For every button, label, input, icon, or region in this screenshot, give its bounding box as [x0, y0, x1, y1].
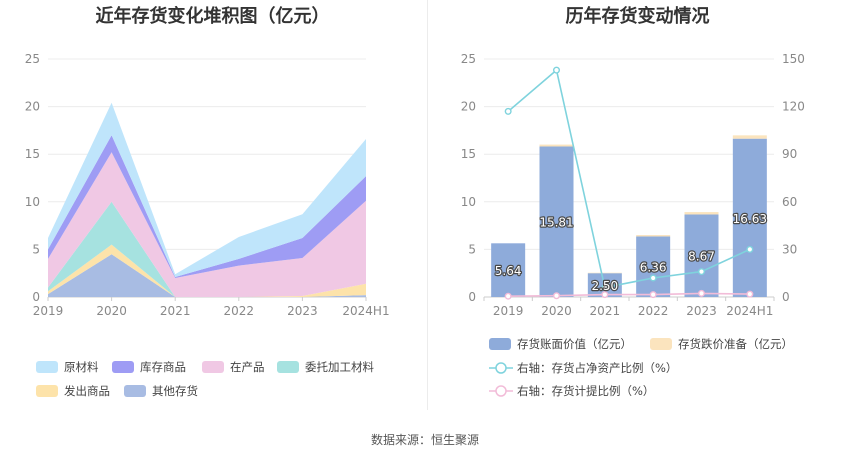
y-tick-label: 5 [32, 242, 40, 256]
legend-label: 库存商品 [140, 360, 186, 374]
line-point [601, 283, 609, 291]
bar-data-label: 6.36 [640, 261, 667, 275]
legend-label: 原材料 [64, 360, 99, 374]
y-tick-label: 25 [25, 52, 40, 66]
bar-data-label: 5.64 [495, 264, 522, 278]
legend-label: 其他存货 [152, 384, 198, 398]
legend-swatch [277, 361, 299, 373]
legend-swatch [650, 338, 672, 350]
area-series-库存商品 [48, 135, 366, 278]
y-tick-label: 20 [25, 100, 40, 114]
legend-line-icon [489, 362, 513, 374]
x-tick-label: 2020 [96, 304, 127, 318]
left-chart-title: 近年存货变化堆积图（亿元） [95, 6, 330, 27]
line-point [698, 289, 706, 297]
area-series-在产品 [48, 152, 366, 297]
x-tick-label: 2023 [287, 304, 318, 318]
y-tick-label: 15 [461, 147, 476, 161]
line-series-provision-ratio [508, 292, 750, 297]
line-point [698, 268, 706, 276]
area-series-其他存货 [48, 254, 366, 297]
x-tick-label: 2020 [541, 304, 572, 318]
x-tick-label: 2024H1 [342, 304, 389, 318]
bar-data-label: 16.63 [733, 212, 767, 226]
y2-tick-label: 30 [782, 242, 797, 256]
y-tick-label: 15 [25, 147, 40, 161]
line-point [504, 292, 512, 300]
line-point [553, 66, 561, 74]
legend-swatch [124, 385, 146, 397]
y-tick-label: 0 [468, 290, 476, 304]
y-tick-label: 20 [461, 100, 476, 114]
right-chart-title: 历年存货变动情况 [565, 6, 710, 27]
line-point [649, 291, 657, 299]
y2-tick-label: 0 [782, 290, 790, 304]
y2-tick-label: 90 [782, 147, 797, 161]
x-tick-label: 2023 [686, 304, 717, 318]
bar-data-label: 2.50 [591, 279, 618, 293]
x-tick-label: 2021 [160, 304, 191, 318]
legend-label: 委托加工材料 [305, 360, 374, 374]
area-series-原材料 [48, 102, 366, 277]
legend-label: 右轴：存货计提比例（%） [517, 384, 655, 398]
data-source-note: 数据来源：恒生聚源 [370, 433, 479, 447]
x-tick-label: 2019 [493, 304, 524, 318]
line-point [746, 245, 754, 253]
bar-book-value-2019 [491, 243, 526, 297]
legend-swatch [202, 361, 224, 373]
area-series-发出商品 [48, 244, 366, 297]
x-tick-label: 2021 [590, 304, 621, 318]
legend-line-icon [489, 385, 513, 397]
y-tick-label: 10 [461, 195, 476, 209]
legend-swatch [36, 361, 58, 373]
panel-divider [427, 0, 428, 410]
bar-data-label: 8.67 [688, 250, 715, 264]
line-point [553, 292, 561, 300]
line-point [601, 291, 609, 299]
legend-label: 在产品 [230, 360, 265, 374]
legend-label: 发出商品 [64, 384, 110, 398]
legend-swatch [36, 385, 58, 397]
legend-swatch [112, 361, 134, 373]
x-tick-label: 2022 [638, 304, 669, 318]
legend-swatch [489, 338, 511, 350]
bar-book-value-2022 [636, 236, 671, 297]
bar-book-value-2023 [684, 214, 719, 297]
y2-tick-label: 150 [782, 52, 805, 66]
y2-tick-label: 120 [782, 100, 805, 114]
y-tick-label: 10 [25, 195, 40, 209]
line-point [746, 290, 754, 298]
x-tick-label: 2022 [224, 304, 255, 318]
bar-reserve-2024H1 [732, 135, 767, 139]
line-series-inventory-ratio [507, 68, 751, 289]
y-tick-label: 25 [461, 52, 476, 66]
line-point [504, 107, 512, 115]
y2-tick-label: 60 [782, 195, 797, 209]
bar-reserve-2023 [684, 212, 719, 215]
legend-label: 存货跌价准备（亿元） [678, 337, 793, 351]
x-tick-label: 2024H1 [726, 304, 773, 318]
legend-label: 右轴：存货占净资产比例（%） [517, 361, 678, 375]
bar-book-value-2020 [539, 146, 574, 297]
line-point [649, 274, 657, 282]
bar-reserve-2020 [539, 144, 574, 147]
y-tick-label: 0 [32, 290, 40, 304]
legend-label: 存货账面价值（亿元） [517, 337, 632, 351]
bar-reserve-2022 [636, 235, 671, 237]
x-tick-label: 2019 [33, 304, 64, 318]
bar-data-label: 15.81 [539, 216, 573, 230]
y-tick-label: 5 [468, 242, 476, 256]
bar-book-value-2024H1 [732, 138, 767, 297]
